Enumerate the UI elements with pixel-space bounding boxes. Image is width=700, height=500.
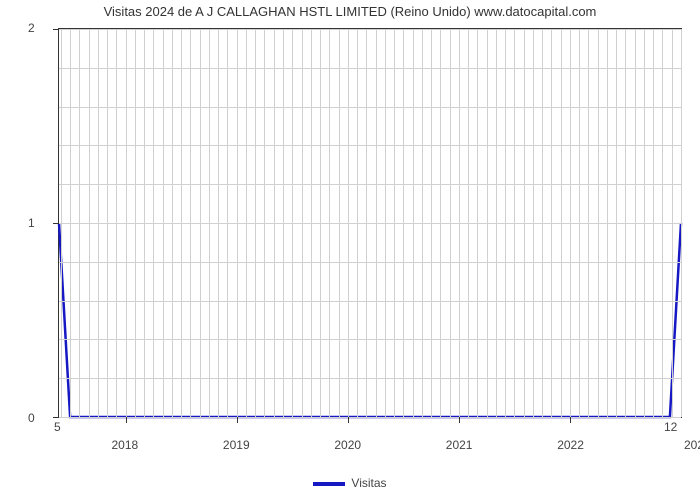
grid-line-v: [542, 29, 543, 417]
grid-line-v: [107, 29, 108, 417]
grid-line-v: [551, 29, 552, 417]
x-tick: [126, 417, 127, 423]
legend-label: Visitas: [351, 476, 386, 490]
grid-line-v: [561, 29, 562, 417]
x-axis-label: 2018: [111, 438, 138, 452]
y-axis-label: 2: [28, 21, 35, 35]
x-axis-secondary-right: 12: [664, 420, 677, 434]
grid-line-v: [311, 29, 312, 417]
grid-line-v: [635, 29, 636, 417]
grid-line-v: [681, 29, 682, 417]
grid-line-v: [533, 29, 534, 417]
grid-line-v: [607, 29, 608, 417]
grid-line-v: [339, 29, 340, 417]
grid-line-v: [477, 29, 478, 417]
legend: Visitas: [0, 476, 700, 490]
grid-line-v: [181, 29, 182, 417]
grid-line-v: [598, 29, 599, 417]
grid-line-v: [431, 29, 432, 417]
grid-line-v: [616, 29, 617, 417]
grid-line-v: [625, 29, 626, 417]
grid-line-v: [450, 29, 451, 417]
grid-line-v: [98, 29, 99, 417]
grid-line-v: [385, 29, 386, 417]
grid-line-v: [440, 29, 441, 417]
grid-line-v: [79, 29, 80, 417]
chart-container: Visitas 2024 de A J CALLAGHAN HSTL LIMIT…: [0, 0, 700, 500]
grid-line-v: [653, 29, 654, 417]
grid-line-v: [237, 29, 238, 417]
x-axis-secondary-left: 5: [54, 420, 61, 434]
grid-line-v: [218, 29, 219, 417]
grid-line-v: [376, 29, 377, 417]
grid-line-v: [255, 29, 256, 417]
grid-line-v: [672, 29, 673, 417]
x-tick: [237, 417, 238, 423]
grid-line-v: [135, 29, 136, 417]
x-axis-label: 2020: [334, 438, 361, 452]
grid-line-v: [116, 29, 117, 417]
grid-line-v: [422, 29, 423, 417]
grid-line-v: [348, 29, 349, 417]
grid-line-h: [59, 417, 681, 418]
grid-line-v: [144, 29, 145, 417]
x-axis-label: 2021: [446, 438, 473, 452]
grid-line-v: [487, 29, 488, 417]
grid-line-v: [366, 29, 367, 417]
grid-line-v: [126, 29, 127, 417]
grid-line-v: [172, 29, 173, 417]
grid-line-v: [283, 29, 284, 417]
legend-swatch: [313, 482, 345, 486]
x-axis-label: 2022: [557, 438, 584, 452]
grid-line-v: [227, 29, 228, 417]
x-tick: [459, 417, 460, 423]
x-axis-label: 2019: [223, 438, 250, 452]
grid-line-v: [264, 29, 265, 417]
y-tick: [53, 223, 59, 224]
grid-line-v: [644, 29, 645, 417]
grid-line-v: [274, 29, 275, 417]
grid-line-v: [153, 29, 154, 417]
grid-line-v: [320, 29, 321, 417]
plot-area: [58, 28, 682, 418]
grid-line-v: [163, 29, 164, 417]
grid-line-v: [61, 29, 62, 417]
grid-line-v: [413, 29, 414, 417]
grid-line-v: [662, 29, 663, 417]
x-tick: [348, 417, 349, 423]
x-axis-label-partial: 202: [684, 438, 700, 452]
grid-line-v: [246, 29, 247, 417]
grid-line-v: [292, 29, 293, 417]
grid-line-v: [403, 29, 404, 417]
grid-line-v: [459, 29, 460, 417]
grid-line-v: [524, 29, 525, 417]
grid-line-v: [200, 29, 201, 417]
grid-line-v: [468, 29, 469, 417]
y-axis-label: 0: [28, 411, 35, 425]
grid-line-v: [70, 29, 71, 417]
grid-line-v: [505, 29, 506, 417]
grid-line-v: [302, 29, 303, 417]
grid-line-v: [209, 29, 210, 417]
grid-line-v: [588, 29, 589, 417]
chart-title: Visitas 2024 de A J CALLAGHAN HSTL LIMIT…: [0, 4, 700, 19]
grid-line-v: [190, 29, 191, 417]
y-tick: [53, 29, 59, 30]
grid-line-v: [394, 29, 395, 417]
x-tick: [570, 417, 571, 423]
grid-line-v: [496, 29, 497, 417]
y-tick: [53, 417, 59, 418]
grid-line-v: [570, 29, 571, 417]
grid-line-v: [357, 29, 358, 417]
grid-line-v: [329, 29, 330, 417]
grid-line-v: [89, 29, 90, 417]
grid-line-v: [514, 29, 515, 417]
y-axis-label: 1: [28, 216, 35, 230]
grid-line-v: [579, 29, 580, 417]
